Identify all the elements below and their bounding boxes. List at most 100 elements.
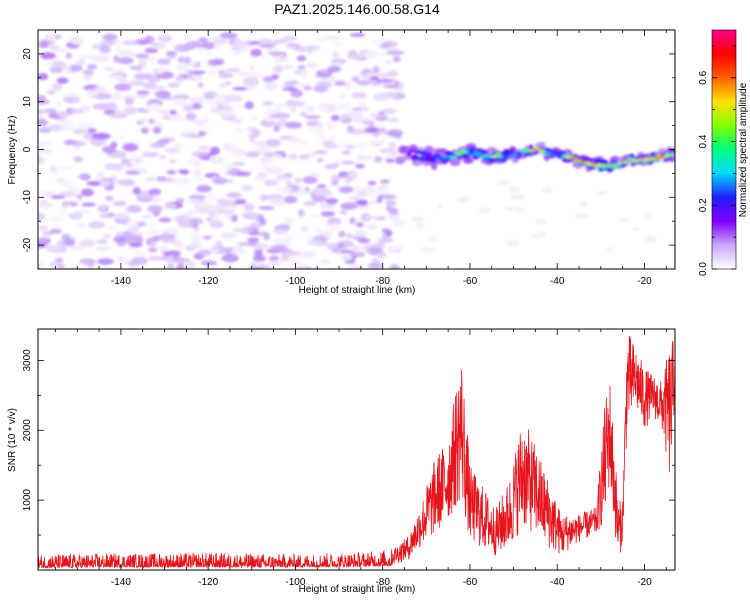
noise-blob	[415, 222, 425, 229]
noise-blob	[218, 72, 234, 79]
noise-blob	[542, 187, 553, 194]
noise-blob	[317, 135, 327, 141]
noise-blob	[186, 69, 194, 78]
noise-blob	[255, 146, 272, 155]
noise-blob	[113, 91, 122, 100]
noise-blob	[177, 55, 186, 64]
noise-blob	[176, 263, 185, 269]
noise-blob	[224, 262, 236, 269]
noise-blob	[245, 151, 260, 158]
noise-blob	[392, 55, 401, 63]
noise-blob	[192, 168, 202, 177]
noise-blob	[191, 75, 204, 80]
noise-blob	[98, 203, 107, 211]
noise-blob	[378, 71, 391, 80]
noise-blob	[326, 121, 334, 130]
noise-blob	[379, 187, 388, 194]
tick-label: -20	[22, 237, 33, 252]
noise-blob	[82, 75, 92, 80]
noise-blob	[67, 186, 81, 193]
noise-blob	[148, 255, 162, 261]
noise-blob	[261, 160, 273, 168]
noise-blob	[320, 211, 336, 217]
noise-blob	[372, 65, 380, 74]
ridge-body	[406, 151, 412, 157]
noise-blob	[385, 245, 400, 253]
noise-blob	[294, 46, 309, 52]
noise-blob	[87, 64, 98, 70]
noise-blob	[194, 177, 205, 182]
noise-blob	[129, 65, 143, 70]
noise-blob	[283, 234, 293, 242]
noise-blob	[40, 52, 56, 60]
noise-blob	[68, 108, 84, 114]
noise-blob	[332, 51, 340, 59]
noise-blob	[395, 87, 404, 93]
snr-x-label: Height of straight line (km)	[299, 584, 416, 595]
ridge-peak	[622, 160, 628, 164]
tick-label: -20	[637, 276, 652, 287]
noise-blob	[38, 140, 48, 146]
noise-blob	[317, 107, 330, 112]
noise-blob	[69, 264, 80, 269]
noise-blob	[113, 200, 127, 207]
noise-blob	[188, 217, 204, 225]
noise-blob	[63, 95, 80, 104]
noise-blob	[275, 102, 282, 111]
noise-blob	[186, 199, 203, 204]
ridge-peak	[638, 158, 644, 161]
noise-blob	[244, 101, 254, 110]
noise-blob	[346, 125, 354, 133]
noise-blob	[81, 202, 97, 207]
noise-blob	[303, 85, 312, 91]
noise-blob	[76, 123, 95, 129]
noise-blob	[127, 226, 140, 234]
noise-blob	[167, 226, 177, 235]
noise-blob	[126, 219, 140, 227]
noise-blob	[108, 113, 127, 119]
noise-blob	[596, 191, 608, 195]
noise-blob	[364, 215, 380, 219]
noise-blob	[266, 139, 282, 147]
noise-blob	[370, 200, 379, 204]
noise-blob	[264, 82, 278, 91]
noise-blob	[355, 163, 365, 169]
noise-blob	[172, 97, 187, 106]
ridge-peak	[586, 161, 592, 165]
noise-blob	[202, 41, 215, 47]
noise-blob	[186, 158, 203, 166]
noise-blob	[299, 107, 315, 111]
noise-blob	[176, 64, 189, 72]
tick-label: -40	[550, 577, 565, 588]
noise-blob	[75, 141, 87, 146]
noise-blob	[39, 191, 56, 197]
noise-blob	[74, 156, 82, 163]
noise-blob	[132, 186, 141, 195]
noise-blob	[276, 223, 291, 230]
noise-blob	[226, 192, 241, 198]
noise-blob	[331, 161, 341, 167]
noise-blob	[148, 85, 166, 90]
noise-blob	[371, 37, 383, 44]
ridge-peak	[607, 164, 613, 168]
noise-blob	[166, 169, 177, 175]
noise-blob	[374, 138, 387, 145]
noise-blob	[376, 79, 393, 83]
noise-blob	[436, 203, 443, 208]
noise-blob	[64, 238, 76, 246]
noise-blob	[351, 245, 359, 253]
noise-blob	[156, 58, 171, 65]
noise-blob	[80, 188, 94, 197]
noise-blob	[262, 76, 275, 83]
noise-blob	[389, 264, 400, 269]
noise-blob	[208, 155, 219, 163]
noise-blob	[226, 96, 240, 102]
noise-blob	[220, 232, 238, 239]
noise-blob	[362, 187, 375, 194]
noise-blob	[510, 194, 525, 200]
noise-blob	[77, 54, 95, 60]
noise-blob	[517, 207, 525, 213]
noise-blob	[427, 236, 439, 242]
noise-blob	[166, 55, 176, 60]
noise-blob	[224, 81, 232, 86]
